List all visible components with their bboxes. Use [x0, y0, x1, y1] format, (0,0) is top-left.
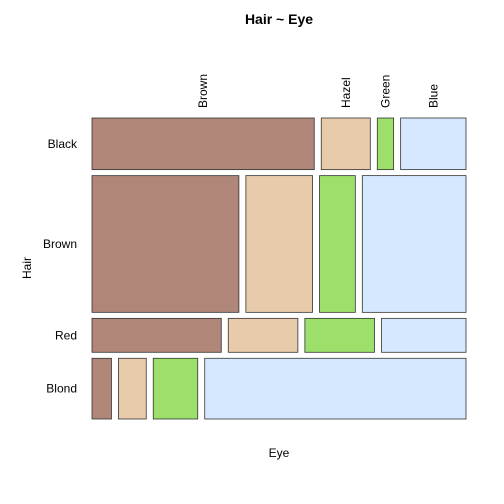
tile-brown-brown [91, 175, 240, 313]
y-axis-label: Hair [20, 257, 34, 279]
tile-black-hazel [320, 117, 371, 171]
tile-red-brown [91, 317, 222, 353]
hair-label-red: Red [55, 328, 77, 342]
eye-label-hazel: Hazel [339, 77, 353, 108]
tile-red-hazel [227, 317, 299, 353]
eye-label-blue: Blue [426, 84, 440, 108]
x-axis-label: Eye [269, 446, 290, 460]
tile-red-green [304, 317, 375, 353]
hair-label-blond: Blond [46, 382, 77, 396]
tile-black-green [376, 117, 395, 171]
hair-tick-labels: Black Brown Red Blond [43, 137, 78, 396]
tile-blond-green [152, 357, 199, 420]
eye-tick-labels: Brown Hazel Green Blue [196, 74, 440, 108]
eye-label-brown: Brown [196, 74, 210, 108]
tile-blond-blue [204, 357, 467, 420]
tile-red-blue [381, 317, 467, 353]
tile-blond-brown [91, 357, 112, 420]
tile-brown-hazel [245, 175, 313, 313]
tile-black-blue [400, 117, 467, 171]
chart-title: Hair ~ Eye [245, 11, 313, 27]
tile-black-brown [91, 117, 315, 171]
tile-brown-green [319, 175, 356, 313]
tile-brown-blue [361, 175, 467, 313]
hair-label-brown: Brown [43, 237, 77, 251]
mosaic-tiles [91, 117, 467, 420]
eye-label-green: Green [378, 75, 392, 108]
tile-blond-hazel [118, 357, 147, 420]
hair-label-black: Black [48, 137, 78, 151]
